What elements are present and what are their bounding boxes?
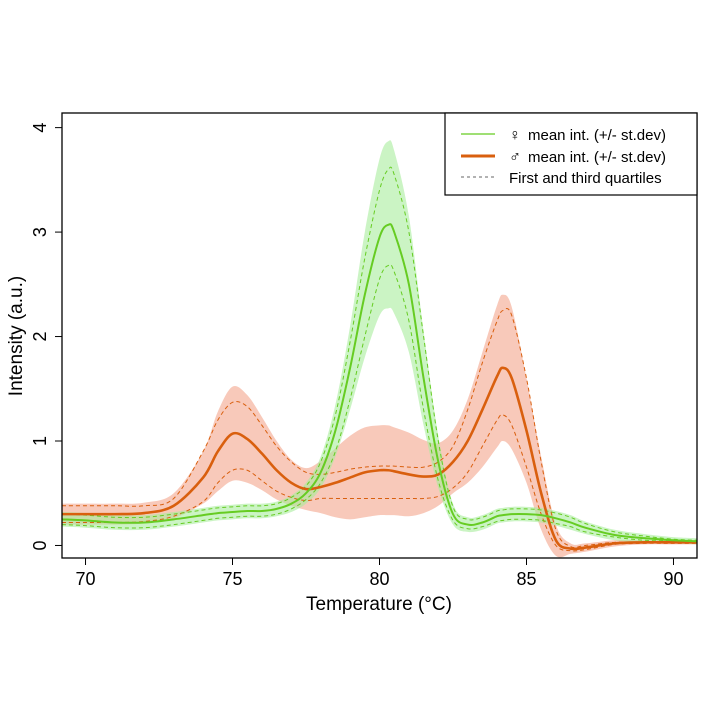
legend-box [444, 112, 698, 196]
legend-quartile-label: First and third quartiles [509, 170, 662, 187]
legend-female-symbol: ♀ [509, 127, 521, 144]
x-tick-label: 90 [663, 569, 683, 589]
y-tick-label: 3 [30, 227, 50, 237]
male-q1-line [62, 414, 697, 552]
legend-male-label: mean int. (+/- st.dev) [528, 149, 666, 166]
x-tick-label: 80 [369, 569, 389, 589]
female-q3-line [62, 166, 697, 541]
legend: ♀ mean int. (+/- st.dev) ♂ mean int. (+/… [444, 112, 698, 196]
y-axis-label: Intensity (a.u.) [6, 276, 27, 396]
quartile-lines [62, 166, 697, 552]
y-tick-label: 2 [30, 332, 50, 342]
female-mean-line [62, 223, 697, 543]
x-axis: 70 75 80 85 90 [76, 558, 683, 589]
y-tick-label: 0 [30, 540, 50, 550]
legend-female-label: mean int. (+/- st.dev) [528, 127, 666, 144]
legend-male-symbol: ♂ [509, 149, 521, 166]
female-sd-band [62, 140, 697, 545]
male-mean-line [62, 366, 697, 551]
mean-lines [62, 223, 697, 551]
x-tick-label: 75 [222, 569, 242, 589]
x-tick-label: 70 [76, 569, 96, 589]
male-q3-line [62, 307, 697, 549]
y-tick-label: 1 [30, 436, 50, 446]
male-sd-band [62, 294, 697, 558]
sd-bands [62, 140, 697, 558]
female-q1-line [62, 264, 697, 543]
y-tick-label: 4 [30, 123, 50, 133]
x-axis-label: Temperature (°C) [306, 594, 452, 615]
x-tick-label: 85 [516, 569, 536, 589]
y-axis: 0 1 2 3 4 [30, 123, 62, 550]
